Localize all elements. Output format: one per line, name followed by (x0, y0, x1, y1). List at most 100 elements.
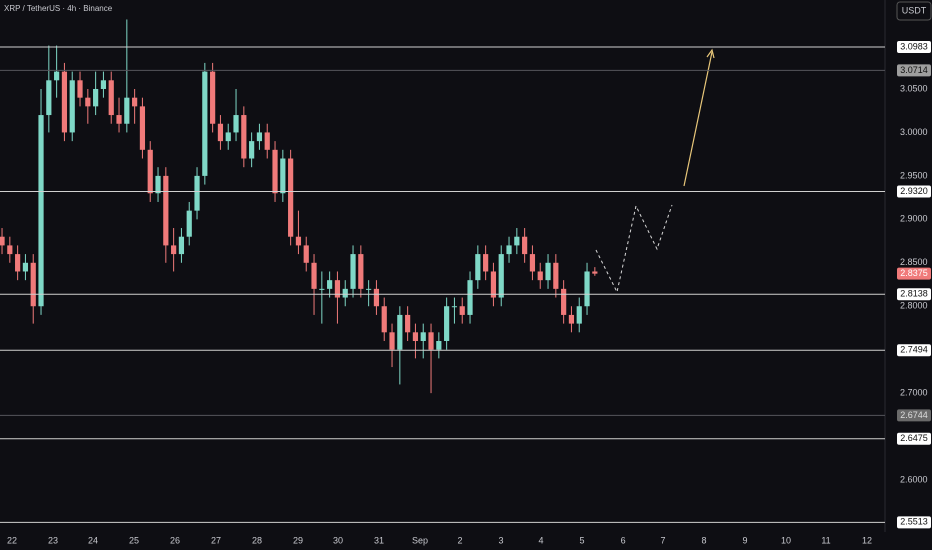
candle-body (288, 158, 294, 237)
level-label: 3.0983 (900, 41, 928, 51)
candle-body (561, 288, 567, 315)
candle-body (100, 80, 107, 89)
projection-path (595, 204, 673, 294)
x-tick-label: 12 (862, 535, 872, 545)
candle-body (256, 132, 263, 142)
candle-body (280, 158, 286, 194)
projection-arrow (683, 51, 713, 187)
last-price-label: 2.8375 (900, 268, 928, 278)
candle-body (358, 254, 364, 289)
candle-body (194, 175, 200, 211)
candle-body (592, 271, 598, 274)
y-tick-label: 3.0500 (900, 83, 928, 93)
level-label: 2.9320 (900, 186, 928, 196)
x-tick-label: 3 (498, 535, 503, 545)
candle-body (264, 132, 270, 150)
candle-body (319, 288, 325, 290)
candle-body (93, 88, 99, 107)
candle-body (506, 245, 512, 255)
level-label-box (897, 64, 931, 77)
candle-body (537, 271, 543, 281)
candle-body (202, 71, 208, 176)
candle-body (459, 306, 465, 315)
candle-body (186, 210, 192, 237)
x-tick-label: 11 (821, 535, 830, 545)
level-label: 2.7494 (900, 345, 928, 355)
candle-body (545, 262, 551, 281)
x-tick-label: 22 (7, 535, 17, 545)
level-label: 2.5513 (900, 517, 928, 527)
y-tick-label: 2.8000 (900, 301, 928, 311)
last-price-box (897, 267, 931, 280)
x-tick-label: 27 (211, 535, 221, 545)
candle-body (108, 80, 114, 116)
candle-body (490, 271, 497, 298)
candle-body (568, 314, 575, 324)
candle-body (225, 132, 231, 142)
x-tick-label: Sep (412, 535, 428, 545)
y-tick-label: 3.0000 (900, 127, 928, 137)
candle-body (576, 306, 582, 324)
candle-body (303, 245, 309, 263)
candle-body (334, 280, 341, 298)
candle-body (444, 306, 450, 341)
candle-body (483, 254, 489, 272)
candle-body (272, 149, 278, 194)
candle-body (397, 314, 403, 350)
x-tick-label: 2 (458, 535, 463, 545)
y-tick-label: 2.9500 (900, 170, 928, 180)
candle-body (553, 262, 559, 289)
x-tick-label: 10 (781, 535, 791, 545)
y-tick-label: 2.7000 (900, 388, 928, 398)
currency-box (896, 1, 932, 21)
x-tick-label: 28 (252, 535, 262, 545)
candle-body (350, 254, 356, 289)
candle-body (584, 271, 590, 307)
candle-body (46, 80, 52, 116)
candle-body (405, 314, 411, 333)
candle-body (116, 115, 122, 124)
candle-body (412, 332, 419, 341)
candle-body (241, 115, 247, 159)
candle-body (124, 97, 130, 124)
candle-body (139, 106, 146, 150)
candle-body (210, 71, 216, 124)
candle-body (420, 332, 426, 341)
candle-body (85, 97, 91, 107)
level-label-box (897, 288, 931, 301)
y-tick-label: 2.8500 (900, 257, 928, 267)
candle-body (30, 262, 36, 307)
x-tick-label: 4 (539, 535, 544, 545)
candle-body (147, 149, 153, 194)
candle-body (132, 97, 138, 107)
arrow-head (706, 48, 715, 59)
candle-body (171, 245, 177, 255)
candle-body (529, 254, 536, 272)
x-tick-label: 9 (743, 535, 748, 545)
level-label-box (897, 516, 931, 529)
candle-body (61, 71, 68, 133)
x-tick-label: 29 (293, 535, 303, 545)
candle-body (15, 254, 21, 272)
candle-body (475, 254, 481, 281)
x-tick-label: 31 (374, 535, 384, 545)
level-label-box (897, 41, 931, 54)
candle-body (249, 141, 255, 159)
candle-body (178, 236, 185, 255)
x-tick-label: 25 (129, 535, 139, 545)
x-tick-label: 24 (88, 535, 98, 545)
level-label-box (897, 409, 931, 422)
candle-body (217, 123, 224, 142)
level-label: 2.8138 (900, 289, 928, 299)
candle-body (155, 175, 161, 194)
level-label: 2.6475 (900, 433, 928, 443)
candle-body (327, 280, 333, 289)
candle-body (373, 288, 380, 307)
candle-body (295, 236, 302, 246)
candle-body (389, 332, 395, 350)
candle-body (498, 254, 504, 298)
level-label-box (897, 344, 931, 357)
candle-body (77, 80, 83, 98)
candle-body (467, 280, 473, 315)
